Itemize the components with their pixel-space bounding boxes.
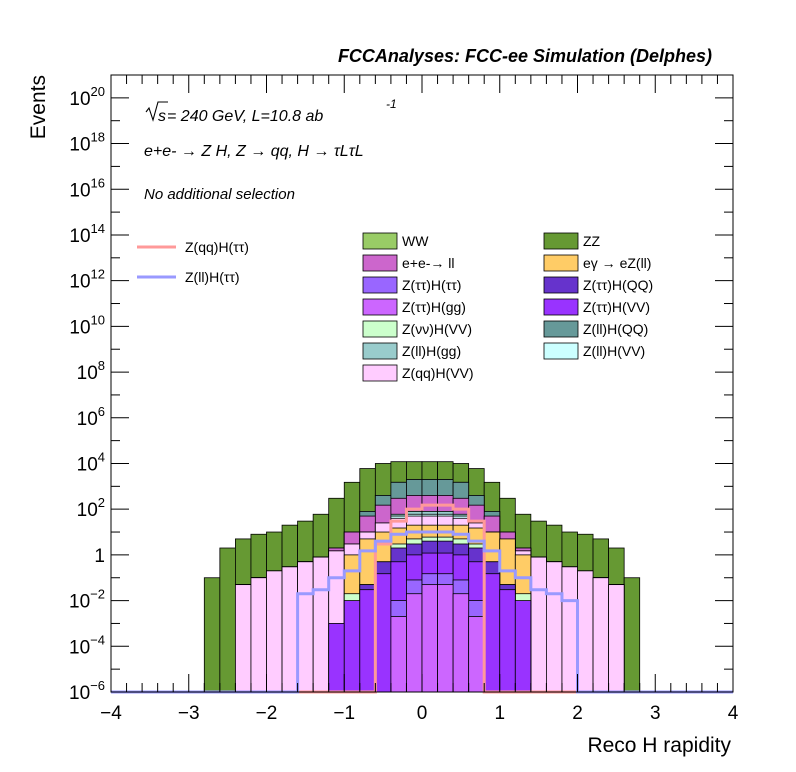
bar-z-qq-h-vv-bin-30 — [577, 570, 594, 693]
bar-zz-bin-7 — [219, 547, 236, 693]
legend-label-z-ll-h-vv: Z(ll)H(VV) — [583, 343, 645, 359]
x-tick-label: −2 — [256, 703, 278, 724]
y-tick-label: 1020 — [69, 84, 105, 110]
legend-label-z-ll-h-gg: Z(ll)H(gg) — [402, 343, 461, 359]
legend-label-z-h-qq: Z(ττ)H(QQ) — [583, 277, 653, 293]
bar-z-h-vv-bin-16 — [359, 589, 376, 693]
bar-z-qq-h-vv-bin-12 — [297, 561, 314, 693]
y-tick-label: 106 — [77, 404, 105, 430]
legend-swatch-e-e-ll — [362, 254, 398, 272]
energy-sqrt-s: s — [158, 108, 166, 125]
y-tick-label: 1012 — [69, 267, 105, 293]
x-tick-labels: −4 −3 −2 −1 0 1 2 3 4 — [100, 703, 739, 724]
bar-z-qq-h-vv-bin-29 — [561, 566, 578, 693]
bar-z-h-vv-bin-26 — [514, 600, 532, 693]
legend-label-e-ez-ll: eγ → eZ(ll) — [583, 255, 651, 271]
legend-label-ww: WW — [402, 233, 429, 249]
legend-signal: Z(qq)H(ττ) Z(ll)H(ττ) — [137, 239, 249, 285]
legend-swatch-z-ll-h-gg — [362, 342, 398, 360]
bar-z-h-vv-bin-25 — [499, 589, 516, 693]
legend-label-z-qq-h-vv: Z(qq)H(VV) — [402, 365, 474, 381]
bar-z-qq-h-vv-bin-9 — [250, 577, 267, 693]
x-tick-label: 0 — [417, 703, 428, 724]
legend-swatch-z-qq-h-vv — [362, 364, 398, 382]
legend-swatch-z-h-vv — [543, 298, 579, 316]
legend-swatch-z-h-qq — [543, 276, 579, 294]
bar-z-qq-h-gg-region-bin-21 — [437, 584, 454, 693]
legend-backgrounds: WW ZZ e+e-→ ll eγ → eZ(ll) Z(ττ)H(ττ) Z(ττ)H(… — [362, 232, 653, 382]
bar-z-h-vv-bin-15 — [343, 600, 361, 693]
bar-z-qq-h-vv-bin-27 — [530, 556, 547, 693]
bar-z-qq-h-gg-region-bin-19 — [406, 593, 423, 693]
legend-label-e-e-ll: e+e-→ ll — [402, 255, 455, 271]
bar-z-h-vv-bin-17 — [374, 573, 392, 693]
selection-annotation: No additional selection — [144, 186, 295, 203]
bar-z-qq-h-vv-bin-10 — [266, 570, 283, 693]
energy-text: = 240 GeV, L=10.8 ab — [167, 108, 323, 125]
bar-z-qq-h-vv-bin-8 — [234, 584, 252, 693]
legend-label-z-h-vv: Z(ττ)H(VV) — [583, 299, 650, 315]
x-axis-label: Reco H rapidity — [587, 734, 731, 757]
y-tick-label: 10−4 — [69, 632, 105, 658]
y-tick-label: 1016 — [69, 175, 105, 201]
stacked-bars-layer — [203, 461, 641, 693]
x-tick-label: 4 — [728, 703, 739, 724]
legend-swatch-zz — [543, 232, 579, 250]
x-tick-label: −3 — [178, 703, 200, 724]
x-tick-label: 3 — [650, 703, 661, 724]
sqrt-symbol-icon — [145, 101, 168, 122]
legend-label-z-ll-h: Z(ll)H(ττ) — [185, 269, 240, 285]
legend-label-z-ll-h-qq: Z(ll)H(QQ) — [583, 321, 648, 337]
y-tick-label: 1018 — [69, 130, 105, 156]
bar-z-qq-h-vv-bin-13 — [312, 556, 330, 693]
legend-swatch-e-ez-ll — [543, 254, 579, 272]
legend-label-zz: ZZ — [583, 233, 601, 249]
energy-annotation: s = 240 GeV, L=10.8 ab -1 — [145, 97, 397, 125]
legend-label-z-qq-h: Z(qq)H(ττ) — [185, 239, 249, 255]
bar-z-qq-h-vv-bin-32 — [608, 584, 625, 693]
x-tick-label: 2 — [572, 703, 583, 724]
bar-z-qq-h-vv-bin-28 — [546, 561, 563, 693]
bar-z-qq-h-vv-bin-31 — [592, 577, 609, 693]
y-tick-labels: 1020 1018 1016 1014 1012 1010 108 106 104 102 1 10−… — [69, 84, 105, 704]
y-tick-label: 108 — [77, 358, 105, 384]
x-tick-label: 1 — [494, 703, 505, 724]
legend-label-z-h-vv: Z(νν)H(VV) — [402, 321, 472, 337]
bar-zz-bin-33 — [623, 577, 641, 693]
y-tick-label: 1014 — [69, 221, 105, 247]
legend-swatch-ww — [362, 232, 398, 250]
chart-header-title: FCCAnalyses: FCC-ee Simulation (Delphes) — [338, 46, 712, 66]
legend-swatch-z-h — [362, 276, 398, 294]
bar-zz-bin-6 — [203, 577, 221, 693]
legend-swatch-z-ll-h-vv — [543, 342, 579, 360]
bar-z-h-vv-bin-24 — [483, 573, 501, 693]
bar-z-qq-h-gg-region-bin-20 — [421, 584, 438, 693]
y-axis-label: Events — [27, 75, 50, 139]
y-tick-label: 1010 — [69, 312, 105, 338]
legend-swatch-z-h-gg — [362, 298, 398, 316]
legend-label-z-h-gg: Z(ττ)H(gg) — [402, 299, 466, 315]
y-tick-label: 102 — [77, 495, 105, 521]
bar-z-h-vv-bin-14 — [328, 623, 345, 693]
process-annotation: e+e- → Z H, Z → qq, H → τLτL — [144, 143, 364, 160]
bar-z-qq-h-gg-region-bin-18 — [390, 616, 407, 693]
axis-ticks — [110, 74, 734, 693]
bar-z-qq-h-gg-region-bin-22 — [452, 593, 470, 693]
y-tick-label: 1 — [94, 546, 105, 567]
bar-z-qq-h-vv-bin-11 — [281, 566, 298, 693]
bar-z-qq-h-gg-region-bin-23 — [468, 616, 485, 693]
y-tick-label: 10−6 — [69, 678, 105, 704]
legend-label-z-h: Z(ττ)H(ττ) — [402, 277, 461, 293]
y-tick-label: 104 — [77, 449, 105, 475]
y-tick-label: 10−2 — [69, 587, 105, 613]
legend-swatch-z-h-vv — [362, 320, 398, 338]
x-tick-label: −4 — [100, 703, 122, 724]
x-tick-label: −1 — [333, 703, 355, 724]
lumi-exponent: -1 — [386, 97, 397, 111]
legend-swatch-z-ll-h-qq — [543, 320, 579, 338]
